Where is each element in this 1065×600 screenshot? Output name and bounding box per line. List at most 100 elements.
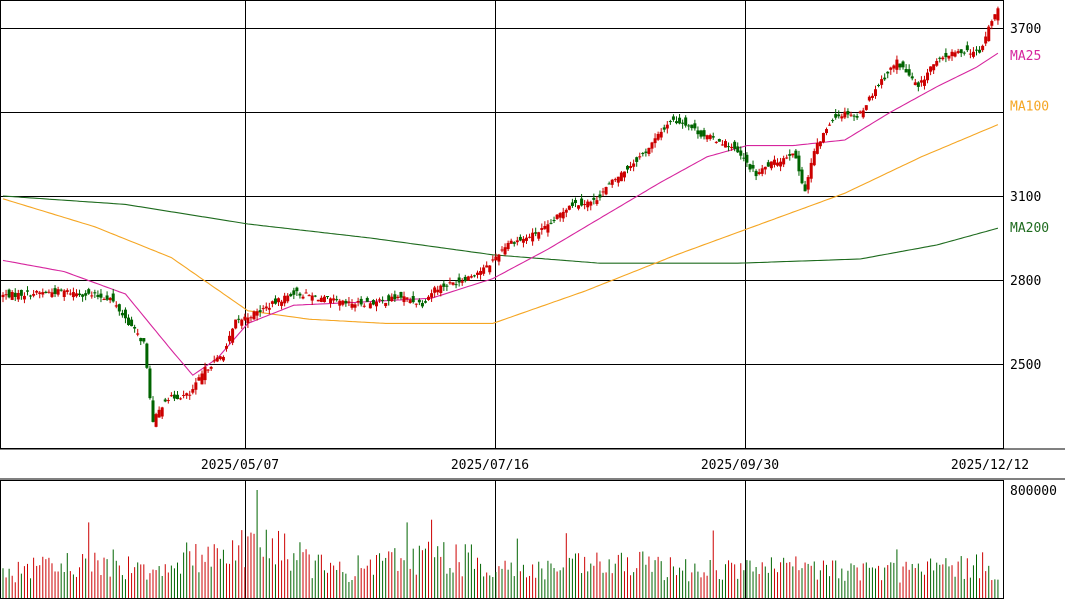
candle-down xyxy=(834,114,838,118)
candle-up xyxy=(919,80,923,83)
candle-up xyxy=(665,124,669,129)
candle-down xyxy=(53,288,57,294)
candle-up xyxy=(613,179,617,181)
candle-up xyxy=(791,153,795,156)
candle-down xyxy=(298,293,302,296)
candle-up xyxy=(812,151,816,166)
candle-up xyxy=(71,292,75,298)
ma200-line xyxy=(2,195,999,264)
candle-up xyxy=(515,240,519,243)
candle-down xyxy=(727,146,731,148)
candle-down xyxy=(717,138,721,142)
candle-down xyxy=(751,165,755,169)
candle-up xyxy=(537,232,541,239)
candle-down xyxy=(123,309,127,319)
price-tick-label: 3700 xyxy=(1010,22,1041,37)
candle-up xyxy=(864,105,868,110)
candle-up xyxy=(329,298,333,304)
candle-up xyxy=(215,357,219,362)
candle-up xyxy=(179,398,183,400)
candle-down xyxy=(671,116,675,120)
price-gridlines xyxy=(0,0,1003,598)
candle-down xyxy=(745,154,749,163)
candle-up xyxy=(74,293,78,297)
candle-up xyxy=(632,163,636,167)
candle-up xyxy=(32,293,36,296)
candle-up xyxy=(396,296,400,298)
candle-down xyxy=(607,183,611,185)
candle-up xyxy=(310,295,314,301)
candle-down xyxy=(335,299,339,301)
date-tick-label: 2025/07/16 xyxy=(451,458,529,473)
candle-up xyxy=(656,133,660,140)
candle-up xyxy=(558,213,562,218)
candle-up xyxy=(341,300,345,305)
candle-up xyxy=(913,82,917,86)
candle-down xyxy=(127,317,131,326)
candle-up xyxy=(188,394,192,396)
candle-up xyxy=(38,292,42,295)
candle-down xyxy=(258,310,262,312)
candle-up xyxy=(197,377,201,381)
candle-up xyxy=(873,89,877,97)
date-tick-label: 2025/12/12 xyxy=(951,458,1029,473)
candle-up xyxy=(469,276,473,278)
candle-down xyxy=(916,82,920,87)
candle-up xyxy=(185,393,189,396)
candle-up xyxy=(261,308,265,310)
candle-up xyxy=(809,162,813,179)
candle-down xyxy=(674,121,678,124)
candle-up xyxy=(935,60,939,66)
candle-down xyxy=(463,276,467,282)
candle-up xyxy=(870,95,874,98)
candle-up xyxy=(316,299,320,302)
candle-up xyxy=(166,400,170,402)
ma200-label: MA200 xyxy=(1010,221,1049,236)
candle-up xyxy=(922,79,926,86)
candle-down xyxy=(96,294,100,297)
candle-down xyxy=(29,295,33,297)
candle-down xyxy=(592,197,596,200)
volume-tick-label: 800000 xyxy=(1010,484,1057,499)
candle-up xyxy=(249,317,253,319)
candle-down xyxy=(512,242,516,244)
candle-up xyxy=(653,138,657,144)
candle-down xyxy=(423,301,427,303)
candle-down xyxy=(148,368,152,399)
candle-down xyxy=(962,52,966,54)
candle-down xyxy=(711,136,715,138)
candle-up xyxy=(531,232,535,242)
candle-up xyxy=(815,142,819,154)
candle-down xyxy=(904,69,908,73)
candle-up xyxy=(821,132,825,143)
candle-down xyxy=(693,123,697,129)
candle-up xyxy=(932,64,936,71)
candle-up xyxy=(561,211,565,219)
candle-up xyxy=(987,26,991,42)
candle-down xyxy=(145,343,149,368)
candle-down xyxy=(573,199,577,204)
candle-down xyxy=(142,338,146,342)
candle-down xyxy=(344,300,348,304)
candle-up xyxy=(629,165,633,169)
candle-up xyxy=(194,382,198,390)
candle-up xyxy=(160,407,164,417)
candle-down xyxy=(326,296,330,298)
candle-up xyxy=(203,367,207,381)
candle-up xyxy=(114,305,118,307)
candle-down xyxy=(831,120,835,122)
candle-down xyxy=(172,394,176,399)
candle-up xyxy=(209,366,213,369)
candle-down xyxy=(570,202,574,206)
candle-down xyxy=(635,157,639,162)
candle-down xyxy=(273,298,277,304)
candle-up xyxy=(182,394,186,396)
candle-up xyxy=(506,243,510,250)
candle-up xyxy=(433,287,437,293)
candle-down xyxy=(883,77,887,80)
candle-down xyxy=(938,57,942,59)
candle-up xyxy=(540,228,544,230)
candle-down xyxy=(687,125,691,127)
candle-down xyxy=(59,289,63,291)
candle-up xyxy=(546,224,550,233)
